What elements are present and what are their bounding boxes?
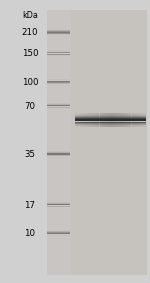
- Text: 35: 35: [24, 150, 36, 159]
- Bar: [75, 117, 146, 118]
- Bar: [47, 151, 70, 152]
- Bar: [95, 113, 97, 127]
- Bar: [47, 79, 70, 80]
- Bar: [71, 10, 147, 275]
- Bar: [122, 113, 124, 127]
- Bar: [109, 113, 112, 127]
- Bar: [144, 113, 146, 127]
- Bar: [47, 233, 70, 234]
- Bar: [75, 122, 146, 123]
- Bar: [75, 124, 146, 125]
- Bar: [47, 34, 70, 35]
- Bar: [132, 113, 134, 127]
- Bar: [47, 83, 70, 84]
- Bar: [75, 126, 146, 127]
- Bar: [75, 120, 146, 121]
- Bar: [47, 155, 70, 156]
- Text: 100: 100: [22, 78, 38, 87]
- Bar: [136, 113, 139, 127]
- Bar: [107, 113, 109, 127]
- Bar: [75, 123, 146, 124]
- Bar: [47, 32, 70, 33]
- Bar: [47, 206, 70, 207]
- Bar: [117, 113, 119, 127]
- Bar: [47, 153, 70, 154]
- Bar: [47, 82, 70, 83]
- Bar: [75, 119, 146, 120]
- Bar: [47, 52, 70, 53]
- Bar: [47, 231, 70, 232]
- Bar: [90, 113, 92, 127]
- Bar: [102, 113, 104, 127]
- Bar: [119, 113, 122, 127]
- Bar: [47, 106, 70, 107]
- Bar: [141, 113, 144, 127]
- Bar: [127, 113, 129, 127]
- Bar: [87, 113, 90, 127]
- Bar: [47, 235, 70, 236]
- Bar: [75, 118, 146, 119]
- Text: 70: 70: [24, 102, 36, 111]
- Bar: [47, 10, 147, 275]
- Bar: [80, 113, 82, 127]
- Text: 10: 10: [24, 229, 36, 238]
- Bar: [92, 113, 94, 127]
- Bar: [47, 105, 70, 106]
- Bar: [97, 113, 99, 127]
- Bar: [47, 30, 70, 31]
- Bar: [112, 113, 114, 127]
- Text: kDa: kDa: [22, 11, 38, 20]
- Bar: [75, 113, 146, 114]
- Text: 150: 150: [22, 49, 38, 58]
- Bar: [47, 53, 70, 54]
- Bar: [134, 113, 136, 127]
- Bar: [82, 113, 85, 127]
- Bar: [47, 107, 70, 108]
- Bar: [114, 113, 117, 127]
- Text: 17: 17: [24, 201, 36, 210]
- Bar: [129, 113, 131, 127]
- Bar: [47, 103, 70, 104]
- Bar: [47, 204, 70, 205]
- Bar: [100, 113, 102, 127]
- Bar: [47, 81, 70, 82]
- Bar: [75, 116, 146, 117]
- Bar: [47, 205, 70, 206]
- Bar: [124, 113, 126, 127]
- Bar: [47, 31, 70, 32]
- Bar: [146, 113, 149, 127]
- Bar: [77, 113, 80, 127]
- Bar: [47, 54, 70, 55]
- Bar: [75, 114, 146, 115]
- Bar: [75, 121, 146, 122]
- Bar: [105, 113, 107, 127]
- Bar: [47, 152, 70, 153]
- Bar: [47, 55, 70, 56]
- Bar: [47, 154, 70, 155]
- Bar: [47, 232, 70, 233]
- Bar: [139, 113, 141, 127]
- Bar: [85, 113, 87, 127]
- Bar: [75, 115, 146, 116]
- Bar: [47, 202, 70, 203]
- Bar: [75, 113, 77, 127]
- Bar: [75, 125, 146, 126]
- Bar: [47, 51, 70, 52]
- Text: 210: 210: [22, 28, 38, 37]
